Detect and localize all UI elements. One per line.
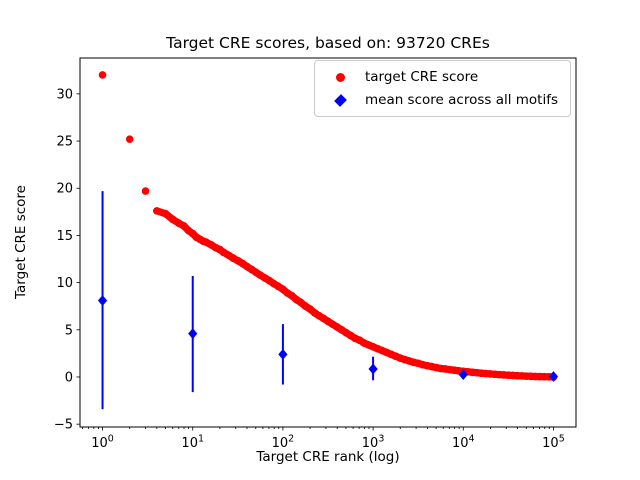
y-tick-label: 25	[56, 135, 73, 150]
chart-title: Target CRE scores, based on: 93720 CREs	[166, 34, 490, 52]
axis-tick-labels: 100 101 102 103 104 105 −5 0 5 10 15 20 25 30	[54, 87, 565, 451]
red-dot-icon	[336, 72, 346, 82]
y-tick-label: 0	[65, 370, 73, 385]
legend: target CRE score mean score across all m…	[313, 60, 571, 117]
target-score-point	[161, 209, 170, 218]
legend-item-mean-score: mean score across all motifs	[327, 92, 558, 108]
legend-label-mean-score: mean score across all motifs	[364, 92, 558, 108]
x-tick-label: 103	[362, 434, 385, 452]
legend-label-target-score: target CRE score	[364, 69, 479, 85]
x-tick-label: 101	[181, 434, 204, 452]
x-tick-label: 105	[542, 434, 565, 452]
x-axis-label: Target CRE rank (log)	[256, 449, 400, 465]
target-score-point	[168, 215, 177, 224]
y-axis-label: Target CRE score	[13, 185, 29, 299]
mean-diamond-marker	[188, 328, 198, 339]
mean-diamond-marker	[97, 295, 108, 306]
y-tick-label: 10	[56, 276, 73, 291]
plot-frame	[79, 57, 577, 428]
legend-item-target-score: target CRE score	[327, 69, 558, 85]
legend-marker-box	[327, 72, 355, 82]
target-score-point	[180, 222, 188, 230]
mean-diamond-marker	[278, 348, 288, 360]
mean-diamond-marker	[548, 371, 559, 382]
y-tick-label: 5	[65, 323, 73, 338]
axis-ticks	[76, 93, 554, 431]
target-score-point	[98, 71, 107, 79]
target-score-point	[141, 187, 150, 195]
blue-diamond-icon	[334, 93, 348, 107]
y-tick-label: 20	[56, 182, 73, 197]
x-tick-label: 100	[91, 434, 114, 452]
x-tick-label: 104	[452, 434, 475, 452]
y-tick-label: −5	[54, 418, 73, 433]
mean-score-series	[97, 191, 559, 410]
x-tick-label: 102	[272, 434, 295, 452]
mean-diamond-marker	[368, 363, 378, 375]
legend-marker-box	[327, 93, 355, 107]
target-score-point	[153, 207, 161, 215]
target-score-point	[125, 135, 134, 143]
target-score-series	[98, 71, 558, 381]
y-tick-label: 15	[56, 229, 73, 244]
y-tick-label: 30	[56, 87, 73, 102]
mean-diamond-marker	[458, 369, 468, 381]
